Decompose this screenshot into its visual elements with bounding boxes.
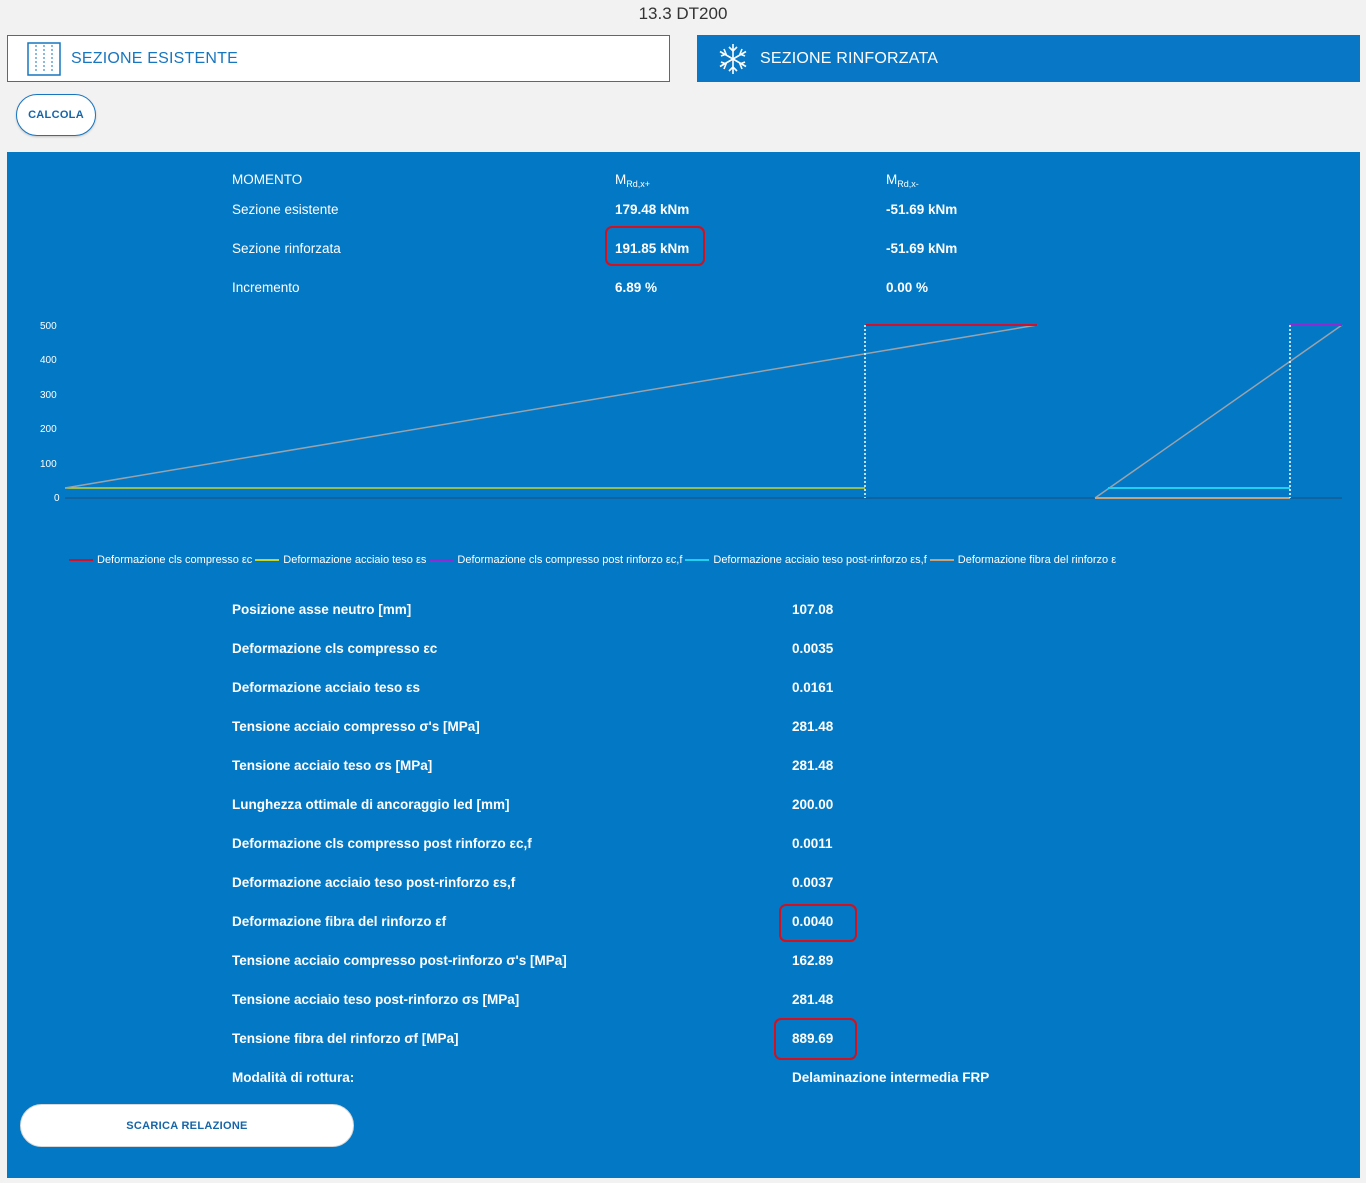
result-value: 0.0161	[792, 680, 834, 695]
result-label: Deformazione cls compresso εc	[232, 641, 438, 656]
chart-legend: Deformazione cls compresso εc Deformazio…	[69, 554, 1119, 566]
legend-swatch	[429, 559, 454, 561]
results-panel: MOMENTO MRd,x+ MRd,x- Sezione esistente …	[7, 152, 1360, 1178]
legend-label: Deformazione acciaio teso εs	[283, 554, 427, 566]
strain-chart: 500 400 300 200 100 0	[40, 321, 1343, 504]
result-row: Modalità di rottura: Delaminazione interm…	[232, 1070, 1232, 1090]
result-row: Tensione acciaio teso σs [MPa] 281.48	[232, 758, 1232, 778]
moment-col-positive: MRd,x+	[615, 172, 650, 189]
result-row: Deformazione cls compresso εc 0.0035	[232, 641, 1232, 661]
legend-label: Deformazione cls compresso εc	[97, 554, 253, 566]
series-fiber-strain-line	[64, 324, 1038, 489]
result-value: 0.0035	[792, 641, 834, 656]
moment-col-negative-sub: Rd,x-	[897, 179, 919, 189]
highlight-box	[774, 1018, 857, 1060]
tab-existing-section[interactable]: SEZIONE ESISTENTE	[7, 35, 670, 82]
tab-reinforced-label: SEZIONE RINFORZATA	[760, 49, 939, 67]
result-value: Delaminazione intermedia FRP	[792, 1070, 990, 1085]
legend-swatch	[255, 559, 280, 561]
result-value: 281.48	[792, 992, 834, 1007]
section-columns-icon	[27, 41, 61, 76]
result-label: Deformazione acciaio teso εs	[232, 680, 420, 695]
moment-row-positive: 191.85 kNm	[615, 241, 690, 256]
result-value: 200.00	[792, 797, 834, 812]
legend-item[interactable]: Deformazione acciaio teso post-rinforzo …	[685, 554, 927, 566]
legend-item[interactable]: Deformazione cls compresso εc	[69, 554, 252, 566]
result-row: Deformazione fibra del rinforzo εf 0.0040	[232, 914, 1232, 934]
legend-label: Deformazione fibra del rinforzo ε	[957, 554, 1117, 566]
snowflake-icon	[716, 42, 750, 76]
y-tick-label: 500	[40, 321, 57, 332]
result-label: Tensione acciaio compresso σ's [MPa]	[232, 719, 480, 734]
result-row: Lunghezza ottimale di ancoraggio led [mm…	[232, 797, 1232, 817]
moment-header: MOMENTO	[232, 172, 303, 187]
result-value: 162.89	[792, 953, 834, 968]
download-report-button[interactable]: SCARICA RELAZIONE	[20, 1104, 354, 1147]
legend-swatch	[685, 559, 710, 561]
result-row: Tensione fibra del rinforzo σf [MPa] 889.…	[232, 1031, 1232, 1051]
series-fiber-strain-line	[1094, 324, 1343, 499]
moment-row-negative: -51.69 kNm	[886, 241, 958, 256]
y-tick-label: 400	[40, 355, 57, 366]
result-row: Deformazione cls compresso post rinforzo…	[232, 836, 1232, 856]
page-title: 13.3 DT200	[638, 4, 728, 23]
legend-swatch	[929, 559, 954, 561]
legend-item[interactable]: Deformazione fibra del rinforzo ε	[929, 554, 1117, 566]
y-tick-label: 0	[54, 493, 60, 504]
legend-label: Deformazione cls compresso post rinforzo…	[457, 554, 683, 566]
moment-row-positive: 179.48 kNm	[615, 202, 690, 217]
result-label: Tensione acciaio compresso post-rinforzo…	[232, 953, 567, 968]
result-label: Lunghezza ottimale di ancoraggio led [mm…	[232, 797, 510, 812]
moment-row-label: Sezione rinforzata	[232, 241, 341, 256]
result-label: Deformazione acciaio teso post-rinforzo …	[232, 875, 516, 890]
result-label: Deformazione fibra del rinforzo εf	[232, 914, 447, 929]
result-label: Deformazione cls compresso post rinforzo…	[232, 836, 532, 851]
moment-col-positive-main: M	[615, 172, 627, 187]
result-value: 889.69	[792, 1031, 834, 1046]
moment-col-negative: MRd,x-	[886, 172, 919, 189]
highlight-box	[779, 904, 857, 942]
y-axis-ticks: 500 400 300 200 100 0	[40, 321, 60, 504]
moment-row-negative: 0.00 %	[886, 280, 929, 295]
result-label: Tensione fibra del rinforzo σf [MPa]	[232, 1031, 459, 1046]
legend-item[interactable]: Deformazione cls compresso post rinforzo…	[429, 554, 682, 566]
tab-existing-label: SEZIONE ESISTENTE	[71, 49, 238, 67]
tab-reinforced-section[interactable]: SEZIONE RINFORZATA	[697, 35, 1360, 82]
moment-row-positive: 6.89 %	[615, 280, 658, 295]
result-row: Tensione acciaio compresso σ's [MPa] 281.…	[232, 719, 1232, 739]
result-value: 281.48	[792, 719, 834, 734]
result-row: Deformazione acciaio teso post-rinforzo …	[232, 875, 1232, 895]
moment-col-positive-sub: Rd,x+	[626, 179, 651, 189]
result-label: Posizione asse neutro [mm]	[232, 602, 412, 617]
calculate-button[interactable]: CALCOLA	[16, 94, 96, 136]
result-label: Tensione acciaio teso σs [MPa]	[232, 758, 433, 773]
highlight-box	[605, 226, 705, 266]
moment-row-label: Incremento	[232, 280, 300, 295]
result-value: 281.48	[792, 758, 834, 773]
result-label: Modalità di rottura:	[232, 1070, 355, 1085]
y-tick-label: 100	[40, 459, 57, 470]
result-row: Deformazione acciaio teso εs 0.0161	[232, 680, 1232, 700]
result-row: Tensione acciaio teso post-rinforzo σs […	[232, 992, 1232, 1012]
result-row: Posizione asse neutro [mm] 107.08	[232, 602, 1232, 622]
moment-row-negative: -51.69 kNm	[886, 202, 958, 217]
legend-swatch	[69, 559, 93, 561]
moment-row-label: Sezione esistente	[232, 202, 339, 217]
result-value: 0.0011	[792, 836, 833, 851]
legend-label: Deformazione acciaio teso post-rinforzo …	[713, 554, 927, 566]
y-tick-label: 200	[40, 424, 57, 435]
result-value: 0.0037	[792, 875, 834, 890]
result-value: 107.08	[792, 602, 834, 617]
result-row: Tensione acciaio compresso post-rinforzo…	[232, 953, 1232, 973]
legend-item[interactable]: Deformazione acciaio teso εs	[255, 554, 426, 566]
moment-col-negative-main: M	[886, 172, 898, 187]
result-value: 0.0040	[792, 914, 834, 929]
y-tick-label: 300	[40, 390, 57, 401]
result-label: Tensione acciaio teso post-rinforzo σs […	[232, 992, 520, 1007]
